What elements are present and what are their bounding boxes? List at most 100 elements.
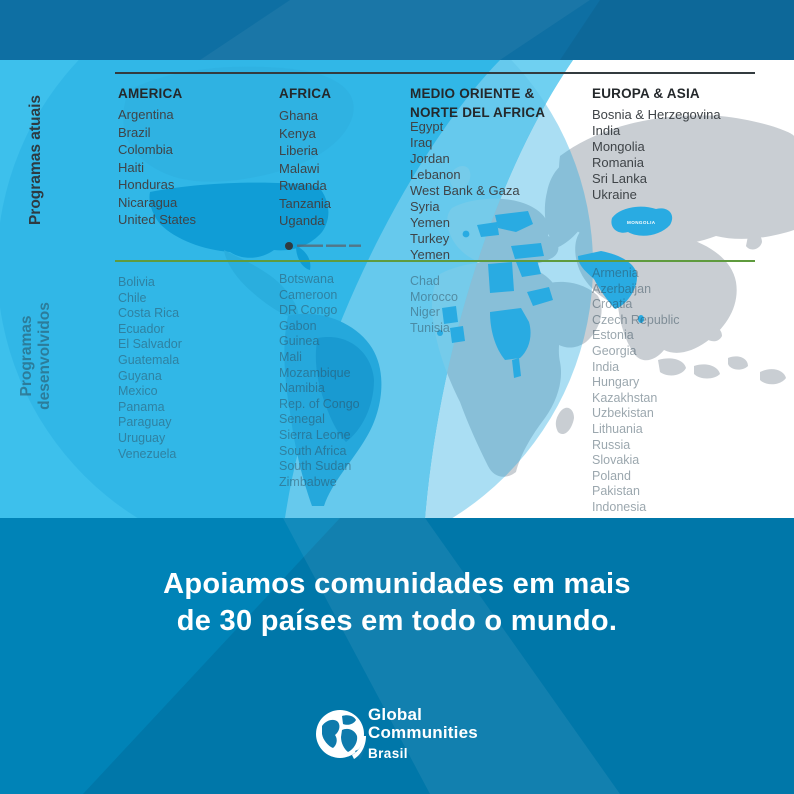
developed-programs-list: Botswana Cameroon DR Congo Gabon Guinea Mali M… [279,272,360,490]
country-item: Senegal [279,412,325,427]
region-column-middle-east-north-africa: MEDIO ORIENTE & NORTE DEL AFRICA Egypt Ir… [410,60,575,518]
country-item: Syria [410,199,440,214]
country-item: Brazil [118,124,151,140]
country-item: Romania [592,155,645,170]
country-item: Slovakia [592,453,640,468]
top-band-shade [560,0,794,60]
country-item: Iraq [410,135,433,150]
tagline: Apoiamos comunidades em mais de 30 paíse… [0,566,794,640]
developed-programs-list: Armenia Azerbaijan Croatia Czech Republic Es… [592,266,680,516]
country-item: Turkey [410,231,450,246]
country-item: West Bank & Gaza [410,183,520,198]
tagline-line2: de 30 países em todo o mundo. [176,605,618,637]
logo-wordmark: Global Communities Brasil [368,706,478,762]
country-item: Armenia [592,266,639,280]
country-item: South Africa [279,443,347,458]
country-item: Kenya [279,125,316,141]
country-item: Egypt [410,119,444,134]
country-item: Kazakhstan [592,390,658,405]
country-item: Lebanon [410,167,461,182]
country-item: Guatemala [118,352,180,367]
country-item: Ukraine [592,187,637,202]
current-programs-list: Egypt Iraq Jordan Lebanon West Bank & Gaza Sy… [410,119,520,263]
country-item: Estonia [592,328,634,343]
country-item: Guinea [279,334,320,349]
country-item: Panama [118,399,165,414]
country-item: Liberia [279,143,319,158]
country-item: Mexico [118,384,158,399]
current-programs-list: Ghana Kenya Liberia Malawi Rwanda Tanzania Uga… [279,107,331,230]
country-item: DR Congo [279,303,338,318]
region-column-europe-asia: EUROPA & ASIA Bosnia & Herzegovina India M… [592,60,787,518]
current-programs-list: Argentina Brazil Colombia Haiti Honduras Nica… [118,106,196,229]
americas [123,66,382,506]
country-item: Lithuania [592,421,643,436]
country-item: Uruguay [118,430,166,445]
country-item: Cameroon [279,287,338,302]
region-header: AFRICA [279,86,332,101]
country-item: India [592,359,620,374]
region-header: MEDIO ORIENTE & NORTE DEL AFRICA [410,86,546,120]
current-programs-list: Bosnia & Herzegovina India Mongolia Romania… [592,107,721,203]
country-item: Venezuela [118,446,177,461]
world-map: MONGOLIA [0,60,794,518]
country-item: Chad [410,274,440,288]
logo-text-brasil: Brasil [368,746,408,761]
country-item: Jordan [410,151,450,166]
country-item: Rep. of Congo [279,396,360,411]
country-item: Mozambique [279,365,351,380]
global-communities-logo: Global Communities Brasil [314,704,544,766]
country-item: Rwanda [279,178,327,193]
country-item: Poland [592,468,631,483]
green-divider [115,260,755,262]
sidebar-label-current-programs: Programas atuais [26,94,44,226]
country-item: Yemen [410,247,450,262]
sidebar-label-developed-programs: Programas desenvolvidos [17,302,53,410]
country-item: Argentina [118,107,174,122]
mongolia-map-label: MONGOLIA [627,220,656,225]
country-item: Morocco [410,289,458,304]
country-item: Sri Lanka [592,171,647,186]
logo-text-global: Global [368,705,423,724]
country-item: Bolivia [118,275,155,289]
region-header: AMERICA [118,86,183,101]
globe-icon [316,710,366,760]
country-item: Uzbekistan [592,406,654,421]
country-item: Ghana [279,108,319,123]
country-item: United States [118,212,197,227]
country-item: El Salvador [118,337,182,352]
country-item: Georgia [592,343,637,358]
country-item: Croatia [592,297,633,312]
country-item: Namibia [279,381,325,396]
country-item: Botswana [279,272,334,286]
country-item: Guyana [118,368,162,383]
country-item: Nicaragua [118,194,178,210]
highlighted-countries [437,206,673,378]
country-item: Honduras [118,177,175,192]
country-item: Pakistan [592,484,640,499]
region-column-america: AMERICA Argentina Brazil Colombia Haiti Hond… [118,60,273,518]
country-item: Costa Rica [118,306,180,321]
country-item: Malawi [279,160,320,176]
developed-programs-list: Chad Morocco Niger Tunisia [410,274,458,336]
country-item: Czech Republic [592,312,680,327]
country-item: Indonesia [592,499,647,514]
country-item: Bosnia & Herzegovina [592,107,721,122]
country-item: Zimbabwe [279,474,337,489]
country-item: Mali [279,349,302,364]
country-item: Haiti [118,159,145,175]
country-item: India [592,123,621,138]
country-item: Russia [592,437,631,452]
country-item: Hungary [592,375,640,390]
country-item: Gabon [279,318,317,333]
map-blue-overlay [0,60,573,518]
country-item: Azerbaijan [592,281,652,296]
header-rule [115,72,755,74]
swoosh-circle [0,60,593,518]
developed-programs-list: Bolivia Chile Costa Rica Ecuador El Salvador… [118,275,182,462]
country-item: Mongolia [592,139,645,154]
country-item: Uganda [279,213,325,228]
region-header: EUROPA & ASIA [592,86,700,101]
country-item: Niger [410,305,440,320]
